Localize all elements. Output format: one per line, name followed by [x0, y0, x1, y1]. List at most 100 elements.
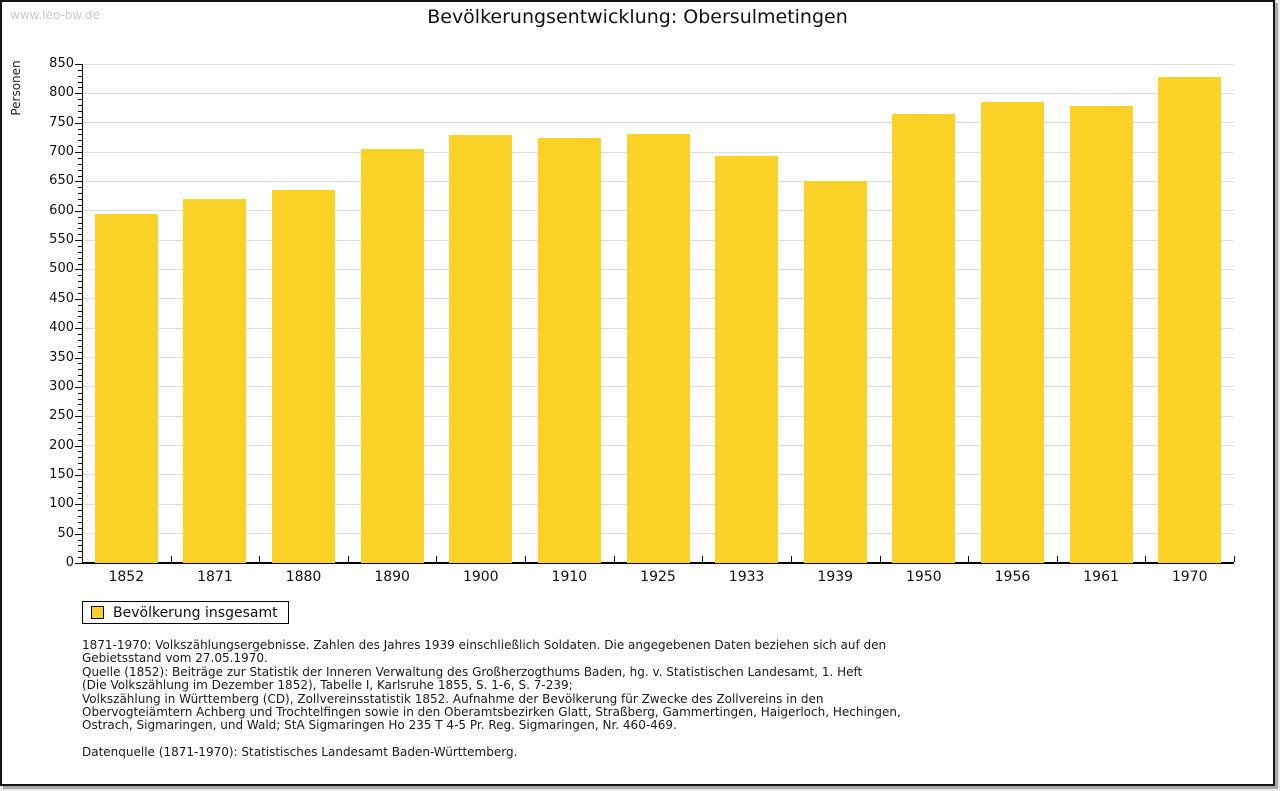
- x-axis-tick-label: 1925: [640, 569, 676, 585]
- bar: [715, 156, 779, 563]
- y-axis-minor-tick: [78, 105, 82, 107]
- x-axis-tick-label: 1970: [1171, 569, 1208, 585]
- footer-note-line: Obervogteiämtern Achberg und Trochtelfin…: [82, 705, 901, 720]
- legend-label: Bevölkerung insgesamt: [113, 604, 278, 621]
- gridline: [82, 122, 1234, 124]
- y-axis-minor-tick: [78, 304, 82, 306]
- y-axis-minor-tick: [78, 275, 82, 277]
- y-axis-minor-tick: [78, 75, 82, 77]
- y-axis-tick-label: 550: [49, 232, 74, 248]
- y-axis-major-tick: [75, 416, 82, 418]
- footer-note-line: Quelle (1852): Beiträge zur Statistik de…: [82, 664, 863, 679]
- y-axis-minor-tick: [78, 228, 82, 230]
- y-axis-major-tick: [75, 210, 82, 212]
- y-axis-tick-label: 650: [49, 173, 74, 189]
- y-axis-major-tick: [75, 122, 82, 124]
- y-axis-minor-tick: [78, 469, 82, 471]
- y-axis-minor-tick: [78, 204, 82, 206]
- y-axis-minor-tick: [78, 287, 82, 289]
- x-axis-category-tick: [790, 556, 792, 562]
- x-axis-category-tick: [1145, 556, 1147, 562]
- y-axis-minor-tick: [78, 457, 82, 459]
- y-axis-minor-tick: [78, 381, 82, 382]
- y-axis-minor-tick: [78, 345, 82, 347]
- y-axis-minor-tick: [78, 251, 82, 253]
- datasource-note: Datenquelle (1871-1970): Statistisches L…: [82, 744, 518, 759]
- footer-note-line: Volkszählung in Württemberg (CD), Zollve…: [82, 691, 824, 706]
- y-axis-tick-label: 300: [49, 378, 74, 394]
- y-axis-minor-tick: [78, 410, 82, 412]
- x-axis-tick-label: 1871: [197, 569, 233, 585]
- x-axis-line: [82, 562, 1234, 564]
- y-axis-minor-tick: [78, 398, 82, 400]
- y-axis-minor-tick: [78, 351, 82, 353]
- legend-swatch-icon: [91, 606, 104, 619]
- bar: [449, 135, 513, 563]
- y-axis-minor-tick: [78, 404, 82, 406]
- y-axis-tick-label: 600: [49, 202, 74, 218]
- y-axis-tick-label: 500: [49, 261, 74, 277]
- footer-note-line: Gebietsstand vom 27.05.1970.: [82, 651, 268, 666]
- y-axis-minor-tick: [78, 81, 82, 83]
- x-axis-tick-label: 1939: [817, 569, 854, 585]
- x-axis-tick-label: 1890: [374, 569, 410, 585]
- y-axis-minor-tick: [78, 510, 82, 512]
- gridline: [82, 63, 1234, 65]
- bar: [980, 102, 1044, 563]
- site-watermark: www.leo-bw.de: [10, 8, 100, 22]
- y-axis-minor-tick: [78, 257, 82, 259]
- footer-note-line: Ostrach, Sigmaringen, und Wald; StA Sigm…: [82, 718, 677, 733]
- y-axis-minor-tick: [78, 216, 82, 218]
- y-axis-major-tick: [75, 328, 82, 330]
- y-axis-tick-label: 800: [49, 85, 74, 101]
- x-axis-tick-label: 1910: [551, 569, 588, 585]
- y-axis-minor-tick: [78, 146, 82, 148]
- x-axis-category-tick: [259, 556, 261, 562]
- x-axis-category-tick: [170, 556, 172, 562]
- y-axis-major-tick: [75, 563, 82, 564]
- y-axis-tick-label: 450: [49, 290, 74, 306]
- y-axis-minor-tick: [78, 245, 82, 247]
- y-axis-tick-label: 400: [49, 320, 74, 336]
- y-axis-major-tick: [75, 152, 82, 154]
- y-axis-minor-tick: [78, 157, 82, 159]
- bar: [94, 213, 158, 563]
- y-axis-minor-tick: [78, 128, 82, 130]
- y-axis-minor-tick: [78, 199, 82, 201]
- y-axis-minor-tick: [78, 163, 82, 165]
- x-axis-category-tick: [1056, 556, 1058, 562]
- x-axis-tick-label: 1950: [906, 569, 942, 585]
- y-axis-minor-tick: [78, 427, 82, 429]
- y-axis-minor-tick: [78, 492, 82, 494]
- y-axis-line: [82, 64, 83, 563]
- bar: [183, 199, 247, 563]
- bar: [1158, 76, 1222, 563]
- y-axis-tick-label: 250: [49, 408, 74, 424]
- y-axis-minor-tick: [78, 369, 82, 371]
- y-axis-minor-tick: [78, 516, 82, 518]
- y-axis-minor-tick: [78, 134, 82, 136]
- y-axis-minor-tick: [78, 334, 82, 336]
- y-axis-major-tick: [75, 298, 82, 300]
- y-axis-minor-tick: [78, 175, 82, 177]
- y-axis-minor-tick: [78, 87, 82, 89]
- x-axis-tick-label: 1852: [108, 569, 145, 585]
- y-axis-minor-tick: [78, 116, 82, 118]
- y-axis-minor-tick: [78, 486, 82, 488]
- y-axis-tick-label: 750: [49, 114, 74, 130]
- y-axis-major-tick: [75, 445, 82, 447]
- y-axis-minor-tick: [78, 392, 82, 394]
- y-axis-minor-tick: [78, 433, 82, 435]
- y-axis-minor-tick: [78, 292, 82, 294]
- y-axis-minor-tick: [78, 521, 82, 523]
- gridline: [82, 92, 1234, 94]
- y-axis-minor-tick: [78, 140, 82, 142]
- y-axis-minor-tick: [78, 263, 82, 265]
- x-axis-category-tick: [879, 556, 881, 562]
- bar: [360, 148, 424, 563]
- y-axis-minor-tick: [78, 463, 82, 465]
- y-axis-minor-tick: [78, 557, 82, 559]
- x-axis-category-tick: [613, 556, 615, 562]
- y-axis-minor-tick: [78, 363, 82, 365]
